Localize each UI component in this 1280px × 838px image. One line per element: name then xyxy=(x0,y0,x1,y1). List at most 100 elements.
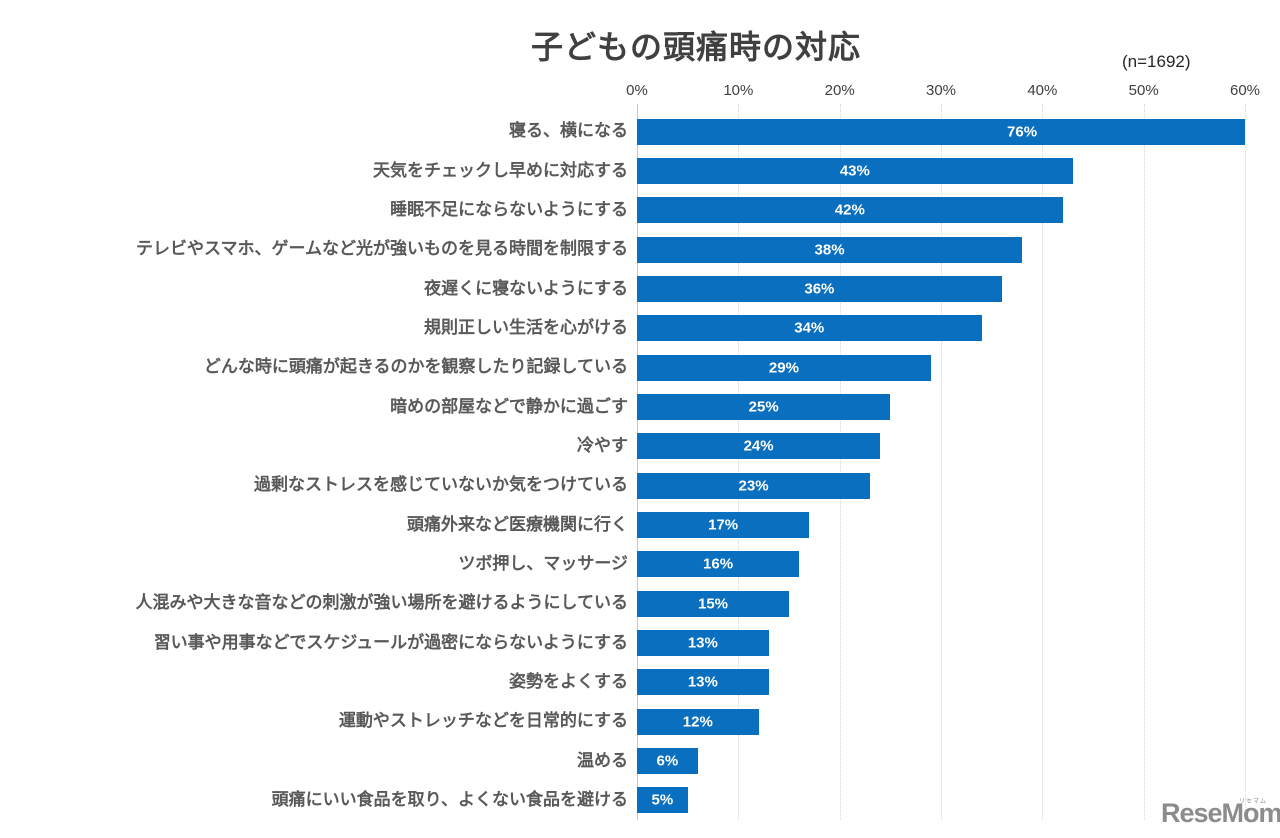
bar-track: 24% xyxy=(637,433,1245,460)
category-label: 頭痛外来など医療機関に行く xyxy=(407,514,628,534)
bar-value-label: 24% xyxy=(743,437,774,455)
bar-value-label: 29% xyxy=(768,359,799,377)
bar-value-label: 6% xyxy=(656,752,679,770)
bar-row: 頭痛にいい食品を取り、よくない食品を避ける 5% xyxy=(0,781,1245,820)
bar-value-label: 38% xyxy=(814,241,845,259)
bar-track: 38% xyxy=(637,236,1245,263)
bar xyxy=(637,472,871,499)
bar-track: 6% xyxy=(637,747,1245,774)
bar xyxy=(637,236,1023,263)
gridline xyxy=(1042,104,1044,820)
gridline xyxy=(1143,104,1145,820)
category-label: どんな時に頭痛が起きるのかを観察したり記録している xyxy=(203,357,628,377)
bar-row: 天気をチェックし早めに対応する 43% xyxy=(0,151,1245,190)
bar-track: 17% xyxy=(637,511,1245,538)
category-label: 規則正しい生活を心がける xyxy=(424,317,628,337)
category-label: 習い事や用事などでスケジュールが過密にならないようにする xyxy=(153,632,628,652)
bar-row: 過剰なストレスを感じていないか気をつけている 23% xyxy=(0,466,1245,505)
category-label: 夜遅くに寝ないようにする xyxy=(424,278,628,298)
resemom-logo-ruby: リセマム xyxy=(1238,799,1267,805)
chart-title: 子どもの頭痛時の対応 xyxy=(530,29,861,65)
bar-row: 人混みや大きな音などの刺激が強い場所を避けるようにしている 15% xyxy=(0,584,1245,623)
bar-value-label: 42% xyxy=(834,201,865,219)
bar-row: どんな時に頭痛が起きるのかを観察したり記録している 29% xyxy=(0,348,1245,387)
bar-row: 冷やす 24% xyxy=(0,427,1245,466)
x-tick-label: 20% xyxy=(824,82,855,99)
bar xyxy=(637,787,688,814)
category-label: 暗めの部屋などで静かに過ごす xyxy=(390,396,628,416)
bar-row: 習い事や用事などでスケジュールが過密にならないようにする 13% xyxy=(0,623,1245,662)
bar-track: 23% xyxy=(637,472,1245,499)
category-label: 頭痛にいい食品を取り、よくない食品を避ける xyxy=(271,789,628,809)
bar-track: 43% xyxy=(637,157,1245,184)
bar-track: 29% xyxy=(637,354,1245,381)
bar-value-label: 16% xyxy=(703,555,734,573)
sample-size-label: (n=1692) xyxy=(1122,52,1191,71)
category-label: 温める xyxy=(577,750,628,770)
bar-value-label: 34% xyxy=(794,319,825,337)
category-label: ツボ押し、マッサージ xyxy=(458,553,628,573)
bar xyxy=(637,511,810,538)
x-tick-label: 50% xyxy=(1128,82,1159,99)
bar-track: 12% xyxy=(637,708,1245,735)
y-axis-line xyxy=(637,104,638,820)
bar xyxy=(637,551,800,578)
bar xyxy=(637,354,931,381)
bar xyxy=(637,590,789,617)
bar xyxy=(637,747,698,774)
bar xyxy=(637,197,1063,224)
x-tick-label: 60% xyxy=(1229,82,1261,99)
gridline xyxy=(941,104,942,820)
bar-track: 34% xyxy=(637,315,1245,342)
bar-track: 13% xyxy=(637,669,1245,696)
category-label: 天気をチェックし早めに対応する xyxy=(373,160,628,180)
bar-row: 温める 6% xyxy=(0,741,1245,780)
x-tick-label: 40% xyxy=(1027,82,1058,99)
bar-track: 42% xyxy=(637,197,1245,224)
category-label: 寝る、横になる xyxy=(509,121,628,141)
bar-row: 運動やストレッチなどを日常的にする 12% xyxy=(0,702,1245,741)
plot-gridlines xyxy=(637,104,1246,820)
bar-track: 36% xyxy=(637,275,1245,302)
bar xyxy=(637,275,1002,302)
x-axis-tick-labels: 0% 10% 20% 30% 40% 50% 60% xyxy=(626,82,1260,100)
x-tick-label: 0% xyxy=(626,82,648,99)
bar-value-label: 15% xyxy=(697,595,729,613)
bar-value-label: 76% xyxy=(1007,123,1038,141)
bar-value-label: 12% xyxy=(682,713,713,731)
bar-value-label: 13% xyxy=(687,634,718,652)
bar-rows: 寝る、横になる 76% 天気をチェックし早めに対応する 43% 睡眠不足にならないように… xyxy=(0,112,1245,820)
bar-row: 夜遅くに寝ないようにする 36% xyxy=(0,269,1245,308)
bar xyxy=(637,669,769,696)
bar xyxy=(637,708,759,735)
bar-track: 25% xyxy=(637,393,1245,420)
bar-row: 規則正しい生活を心がける 34% xyxy=(0,309,1245,348)
category-label: 人混みや大きな音などの刺激が強い場所を避けるようにしている xyxy=(135,593,629,613)
bar-track: 15% xyxy=(637,590,1245,617)
resemom-logo: リセマム ReseMom. xyxy=(1161,795,1280,835)
bar-track: 76% xyxy=(637,118,1245,145)
category-label: 過剰なストレスを感じていないか気をつけている xyxy=(254,475,628,495)
category-label: 冷やす xyxy=(577,435,628,455)
bar-row: 暗めの部屋などで静かに過ごす 25% xyxy=(0,387,1245,426)
bar-row: ツボ押し、マッサージ 16% xyxy=(0,545,1245,584)
bar-row: テレビやスマホ、ゲームなど光が強いものを見る時間を制限する 38% xyxy=(0,230,1245,269)
bar-value-label: 23% xyxy=(738,477,769,495)
gridline xyxy=(839,104,841,820)
category-label: 運動やストレッチなどを日常的にする xyxy=(338,711,628,731)
bar-row: 姿勢をよくする 13% xyxy=(0,663,1245,702)
x-tick-label: 30% xyxy=(925,82,957,99)
category-label: 睡眠不足にならないようにする xyxy=(390,199,628,219)
bar xyxy=(637,118,1245,145)
gridline xyxy=(1245,104,1246,820)
bar-value-label: 25% xyxy=(748,398,779,416)
bar-track: 5% xyxy=(637,787,1245,814)
bar xyxy=(637,315,982,342)
bar-value-label: 13% xyxy=(687,673,718,691)
bar-track: 13% xyxy=(637,629,1245,656)
bar-value-label: 43% xyxy=(839,162,870,180)
gridline xyxy=(738,104,740,820)
bar xyxy=(637,157,1073,184)
bar-row: 睡眠不足にならないようにする 42% xyxy=(0,191,1245,230)
